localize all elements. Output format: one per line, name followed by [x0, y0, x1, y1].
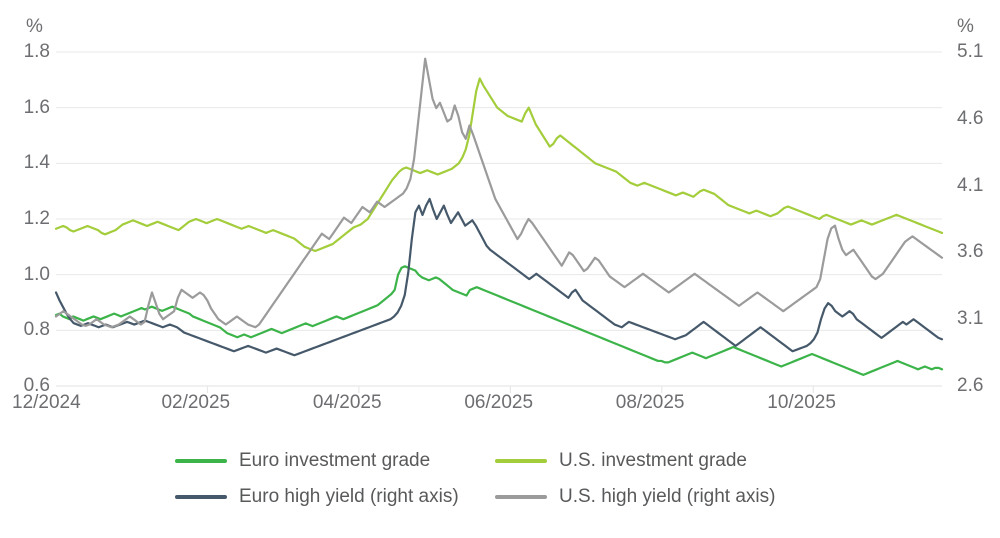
legend-item[interactable]: U.S. investment grade: [495, 450, 815, 472]
x-axis-tick-label: 04/2025: [312, 392, 382, 413]
series-lines: [54, 57, 944, 376]
x-axis-tick-label: 12/2024: [12, 392, 81, 413]
legend-color-swatch: [495, 495, 547, 499]
left-axis-tick-label: 1.4: [23, 152, 50, 174]
left-axis-tick-label: 1.8: [23, 41, 50, 62]
chart-legend: Euro investment grade U.S. investment gra…: [175, 450, 875, 522]
x-axis-tick-label: 08/2025: [615, 392, 685, 413]
legend-label: U.S. high yield (right axis): [559, 486, 776, 507]
right-axis-tick-label: 3.6: [957, 241, 984, 263]
gridlines: [56, 51, 942, 387]
right-axis-tick-label: 4.6: [957, 107, 984, 129]
right-axis-unit-label: %: [957, 16, 974, 37]
right-axis-tick-label: 5.1: [957, 41, 984, 62]
legend-row: Euro investment grade U.S. investment gra…: [175, 450, 875, 472]
legend-label: U.S. investment grade: [559, 450, 747, 471]
legend-item[interactable]: Euro investment grade: [175, 450, 495, 472]
left-axis-tick-label: 1.2: [23, 208, 50, 229]
series-line: [54, 57, 944, 329]
right-axis-tick-label: 2.6: [957, 375, 984, 396]
right-axis-tick-label: 4.1: [957, 174, 984, 196]
legend-color-swatch: [175, 495, 227, 499]
left-axis-tick-label: 0.6: [23, 375, 50, 396]
legend-item[interactable]: U.S. high yield (right axis): [495, 486, 815, 508]
left-axis-unit-label: %: [26, 16, 43, 37]
series-line: [54, 265, 944, 376]
x-axis-tick-label: 06/2025: [464, 392, 534, 413]
right-axis-tick-label: 3.1: [957, 308, 984, 330]
legend-label: Euro high yield (right axis): [239, 486, 459, 507]
legend-color-swatch: [175, 459, 227, 463]
x-tickmarks: [206, 386, 814, 393]
legend-color-swatch: [495, 459, 547, 463]
legend-label: Euro investment grade: [239, 450, 431, 471]
x-axis-tick-label: 10/2025: [767, 392, 836, 413]
left-axis-tick-label: 1.6: [23, 96, 50, 118]
legend-row: Euro high yield (right axis) U.S. high yi…: [175, 486, 875, 508]
series-line: [54, 197, 944, 357]
left-axis-tick-label: 1.0: [23, 263, 50, 285]
series-line: [54, 77, 944, 253]
legend-item[interactable]: Euro high yield (right axis): [175, 486, 495, 508]
x-axis-tick-label: 02/2025: [161, 392, 231, 413]
left-axis-tick-label: 0.8: [23, 319, 50, 341]
